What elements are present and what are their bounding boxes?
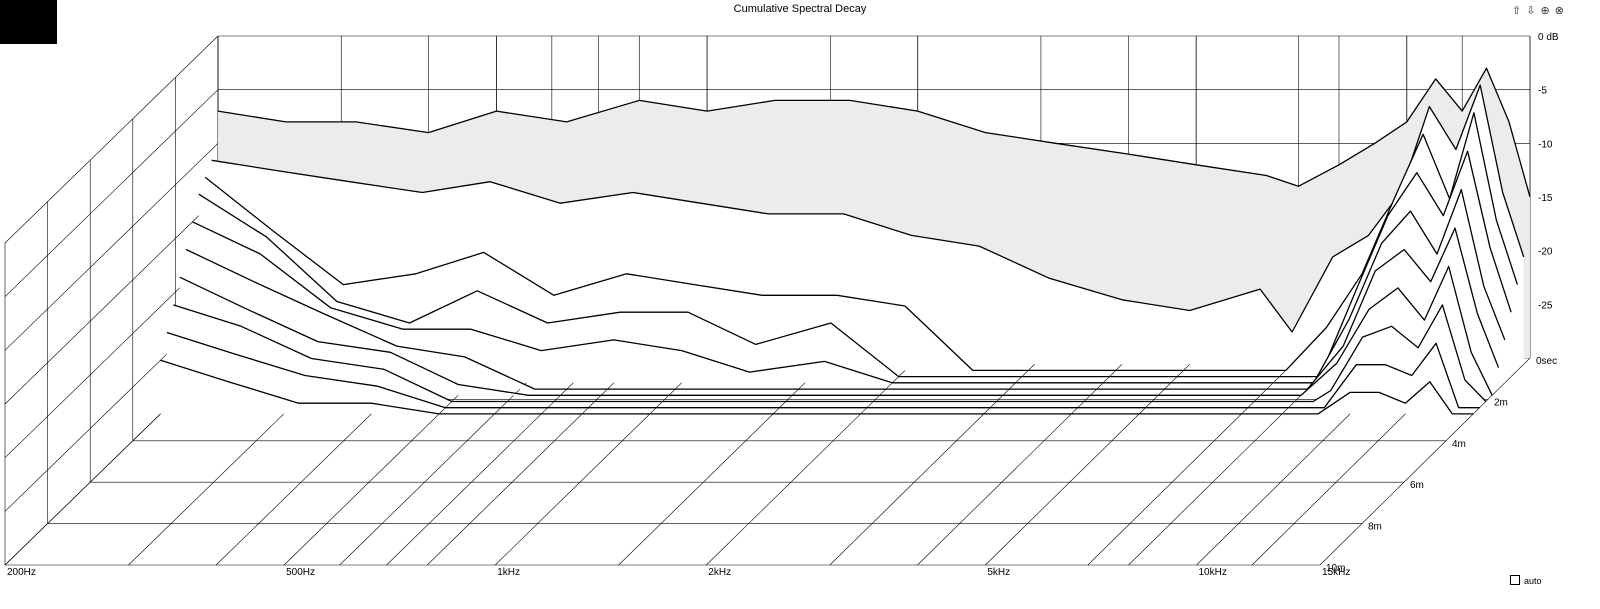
slice-fill bbox=[205, 112, 1518, 371]
grid-line bbox=[4, 35, 219, 244]
slice-line bbox=[160, 359, 1474, 415]
time-tick-label: 6m bbox=[1410, 480, 1424, 491]
time-tick-label: 4m bbox=[1452, 439, 1466, 450]
freq-tick-label: 10kHz bbox=[1199, 567, 1227, 578]
grid-line bbox=[917, 357, 1129, 566]
grid-line bbox=[4, 196, 219, 405]
grid-line bbox=[4, 143, 219, 351]
grid-line bbox=[1087, 357, 1299, 566]
freq-tick-label: 500Hz bbox=[286, 567, 315, 578]
slice-line bbox=[179, 265, 1493, 396]
grid-line bbox=[985, 357, 1197, 566]
slice-fill bbox=[198, 151, 1512, 377]
grid-line bbox=[618, 357, 831, 566]
grid-line bbox=[427, 357, 640, 566]
freq-tick-label: 15kHz bbox=[1322, 567, 1350, 578]
chart-title: Cumulative Spectral Decay bbox=[733, 3, 867, 15]
grid-line bbox=[706, 357, 918, 566]
db-tick-label: -25 bbox=[1538, 300, 1553, 311]
zoom-out-icon[interactable]: ⊗ bbox=[1554, 5, 1564, 17]
db-tick-label: -20 bbox=[1538, 247, 1553, 258]
slice-line bbox=[173, 304, 1487, 403]
db-tick-label: 0 dB bbox=[1538, 32, 1559, 43]
slice-line bbox=[211, 84, 1525, 333]
slice-line bbox=[217, 67, 1531, 198]
zoom-in-icon[interactable]: ⊕ bbox=[1540, 5, 1550, 17]
arrow-up-icon[interactable]: ⇧ bbox=[1512, 5, 1522, 17]
freq-tick-label: 200Hz bbox=[7, 567, 36, 578]
grid-line bbox=[1319, 357, 1531, 566]
slice-line bbox=[166, 331, 1480, 409]
grid-line bbox=[4, 89, 219, 297]
grid-line bbox=[339, 357, 553, 566]
freq-tick-label: 5kHz bbox=[987, 567, 1010, 578]
grid-line bbox=[386, 357, 599, 566]
freq-tick-label: 1kHz bbox=[497, 567, 520, 578]
time-tick-label: 2m bbox=[1494, 397, 1508, 408]
db-tick-label: -5 bbox=[1538, 86, 1547, 97]
db-tick-label: -15 bbox=[1538, 193, 1553, 204]
slice-line bbox=[185, 227, 1500, 390]
time-tick-label: 0sec bbox=[1536, 356, 1557, 367]
slice-fill bbox=[160, 360, 1474, 414]
freq-tick-label: 2kHz bbox=[708, 567, 731, 578]
time-tick-label: 10m bbox=[1326, 563, 1345, 574]
grid-line bbox=[494, 357, 708, 566]
slice-line bbox=[198, 150, 1512, 378]
nav-icons: ⇧ ⇩ ⊕ ⊗ bbox=[1512, 4, 1569, 17]
auto-label: auto bbox=[1524, 576, 1542, 586]
db-tick-label: -10 bbox=[1538, 139, 1553, 150]
time-tick-label: 8m bbox=[1368, 522, 1382, 533]
auto-toggle[interactable]: auto bbox=[1510, 575, 1542, 586]
arrow-down-icon[interactable]: ⇩ bbox=[1526, 5, 1536, 17]
slice-line bbox=[204, 112, 1519, 372]
slice-line bbox=[192, 188, 1506, 384]
corner-black-block bbox=[0, 0, 57, 44]
auto-checkbox[interactable] bbox=[1510, 575, 1520, 585]
grid-line bbox=[829, 357, 1042, 566]
